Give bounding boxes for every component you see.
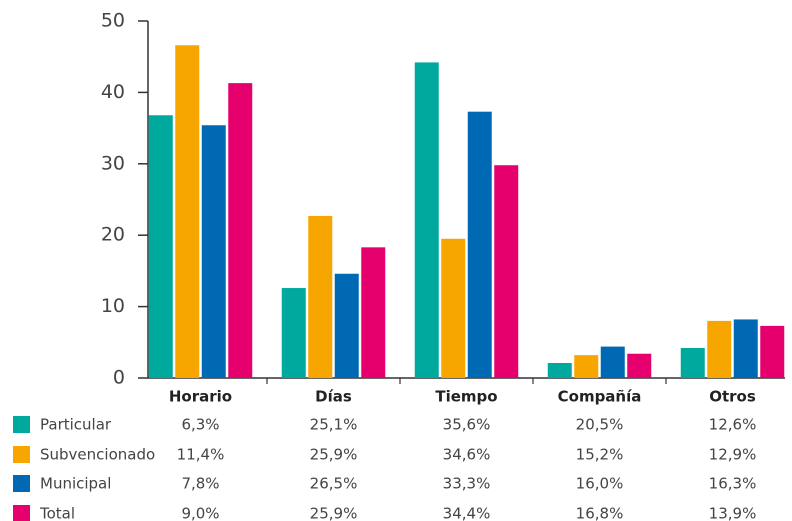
bar <box>308 215 333 378</box>
table-cell: 16,0% <box>576 475 624 493</box>
y-tick-label: 0 <box>113 367 125 389</box>
table-cell: 25,9% <box>310 505 358 521</box>
legend-label: Subvencionado <box>40 446 155 464</box>
bar <box>441 238 466 378</box>
bar <box>574 355 599 378</box>
table-cell: 34,4% <box>443 505 491 521</box>
table-cell: 6,3% <box>181 416 219 434</box>
bar <box>281 288 306 378</box>
table-cell: 35,6% <box>443 416 491 434</box>
table-cell: 13,9% <box>709 505 757 521</box>
bar <box>600 346 625 378</box>
y-tick-label: 10 <box>101 295 125 317</box>
bar <box>467 111 492 378</box>
x-tick-label: Tiempo <box>435 388 497 406</box>
bar <box>361 247 386 378</box>
table-cell: 9,0% <box>181 505 219 521</box>
legend-label: Total <box>39 505 75 521</box>
bar <box>680 348 705 378</box>
table-cell: 34,6% <box>443 446 491 464</box>
bar <box>414 62 439 379</box>
legend-swatch <box>13 475 30 492</box>
bar <box>228 83 253 379</box>
bar <box>547 363 572 378</box>
x-tick-label: Compañía <box>558 388 642 406</box>
y-tick-label: 30 <box>101 152 125 174</box>
legend-swatch <box>13 505 30 521</box>
table-cell: 16,8% <box>576 505 624 521</box>
bar <box>707 320 732 378</box>
bar <box>733 319 758 378</box>
legend-label: Particular <box>40 416 112 434</box>
table-cell: 33,3% <box>443 475 491 493</box>
y-tick-label: 40 <box>101 81 125 103</box>
bar <box>627 353 652 378</box>
legend-swatch <box>13 416 30 433</box>
bar <box>760 325 785 378</box>
y-tick-label: 20 <box>101 224 125 246</box>
x-tick-label: Días <box>315 388 352 406</box>
bar <box>334 273 359 378</box>
table-cell: 7,8% <box>181 475 219 493</box>
table-cell: 16,3% <box>709 475 757 493</box>
table-cell: 26,5% <box>310 475 358 493</box>
x-tick-label: Otros <box>709 388 756 406</box>
bar <box>201 125 226 378</box>
table-cell: 12,9% <box>709 446 757 464</box>
table-cell: 12,6% <box>709 416 757 434</box>
bar <box>175 45 200 378</box>
bar <box>494 165 519 378</box>
x-tick-label: Horario <box>169 388 232 406</box>
table-cell: 15,2% <box>576 446 624 464</box>
bar <box>148 115 173 379</box>
table-cell: 25,9% <box>310 446 358 464</box>
y-tick-label: 50 <box>101 10 125 32</box>
legend-swatch <box>13 446 30 463</box>
table-cell: 25,1% <box>310 416 358 434</box>
table-cell: 20,5% <box>576 416 624 434</box>
table-cell: 11,4% <box>177 446 225 464</box>
legend-label: Municipal <box>40 475 111 493</box>
